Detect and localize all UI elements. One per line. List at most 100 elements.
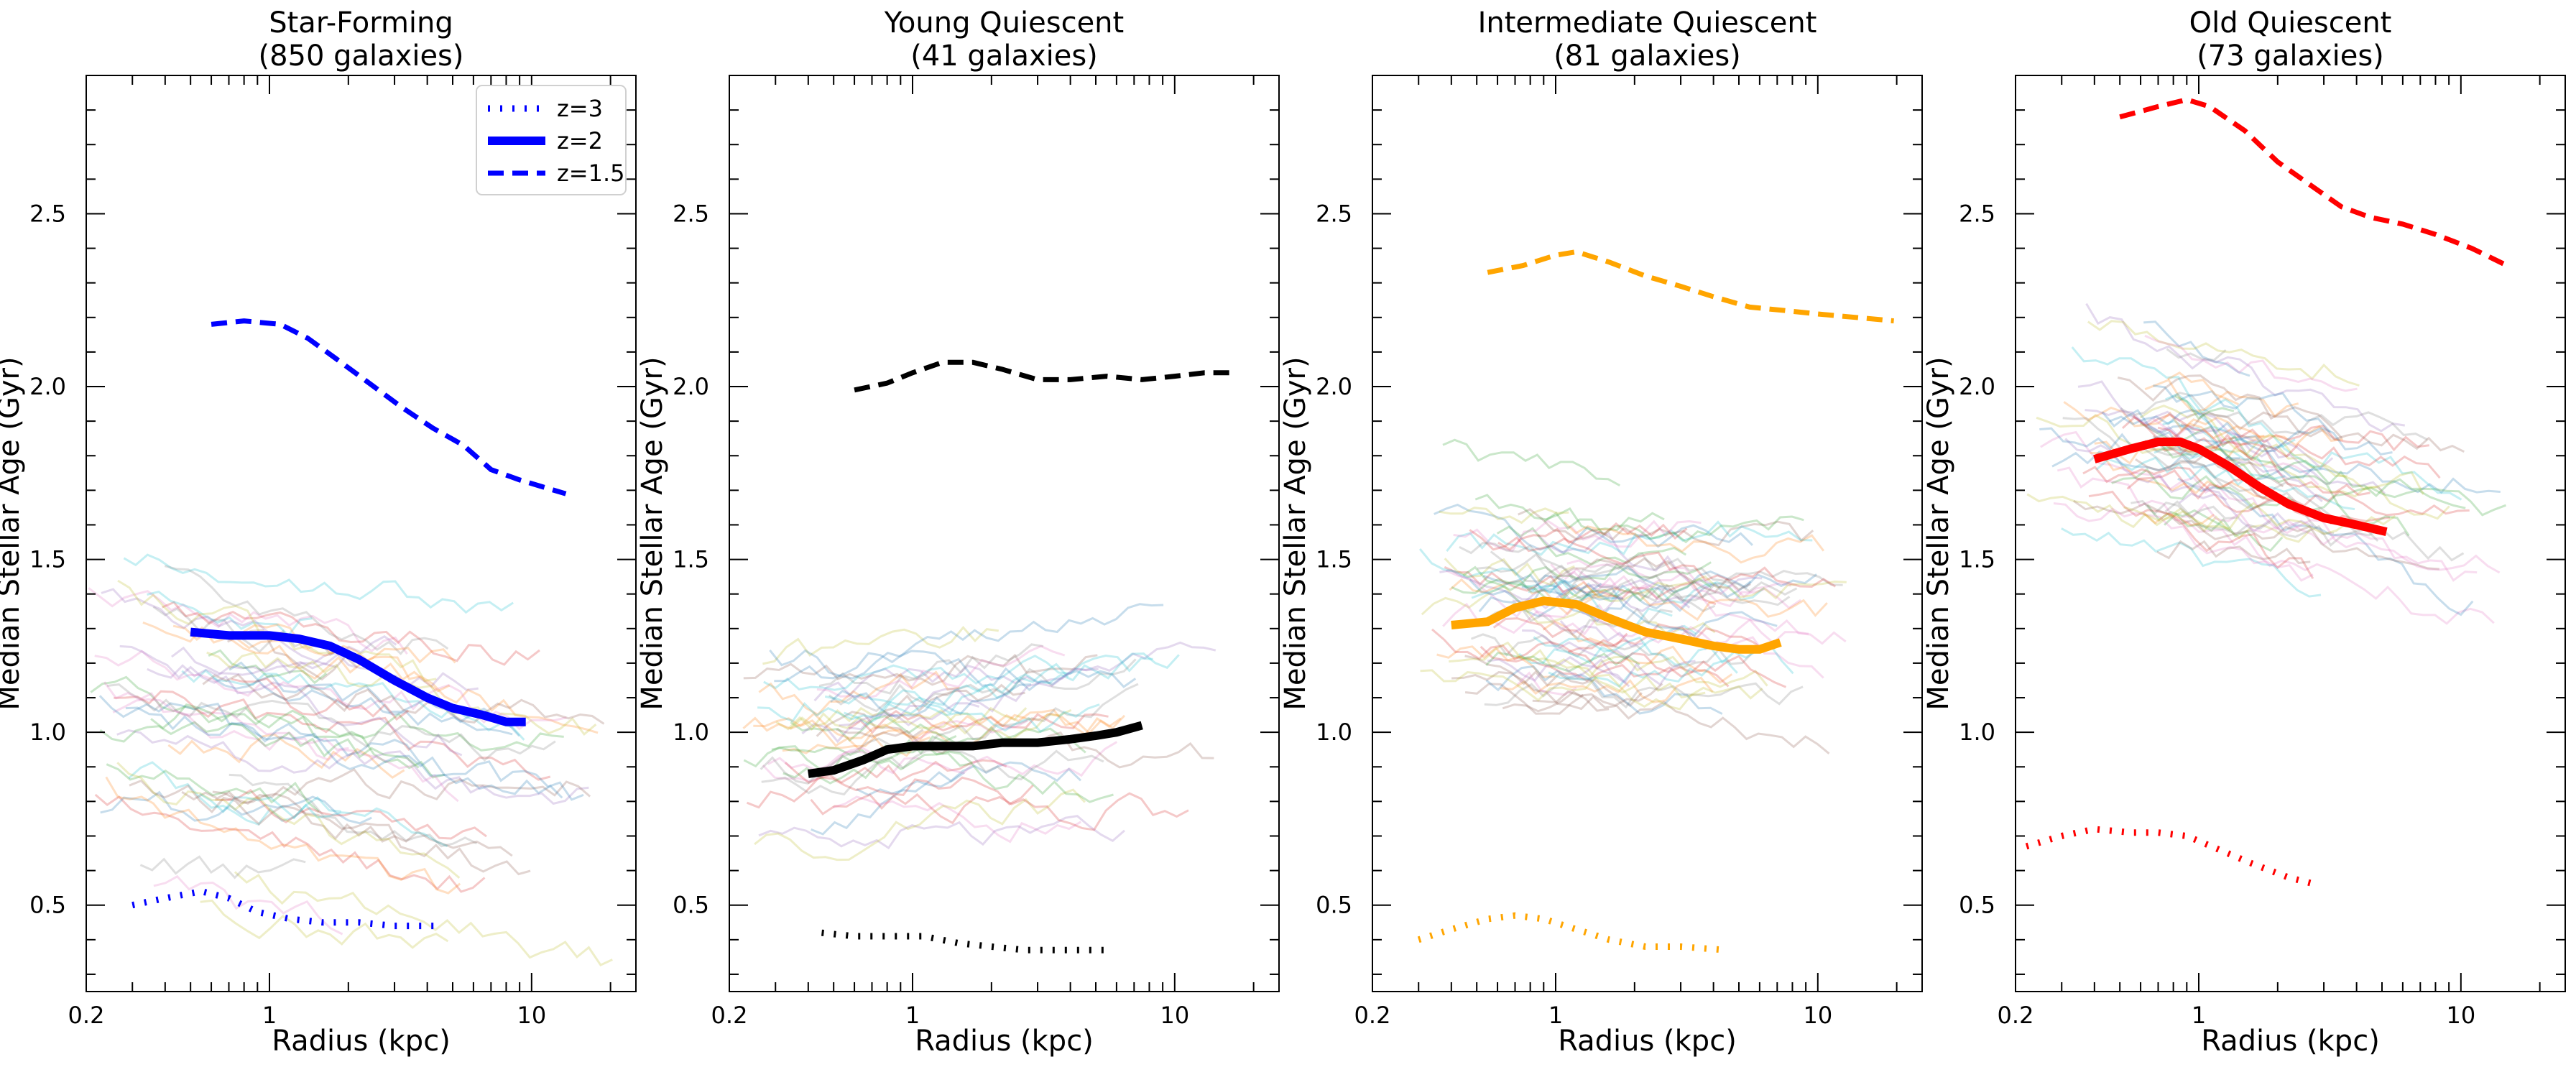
galaxy-profile-line [762,625,1000,665]
galaxy-profile-line [1490,550,1716,613]
panel-intermediate-quiescent: 0.5 1.0 1.5 2.0 2.5 0.2 1 10 Intermediate Quiesc… [1279,6,1923,1058]
galaxy-profile-line [2164,500,2379,547]
galaxy-profile-line [1431,628,1787,688]
galaxy-profile-line [112,698,349,751]
galaxy-profile-line [771,744,973,775]
axes-frame [729,75,1280,992]
x-tick-label: 10 [2446,1002,2475,1029]
galaxy-profile-line [811,771,966,836]
y-tick-label: 2.0 [1316,373,1352,400]
galaxy-profile-line [2090,451,2291,508]
galaxy-profile-line [2181,411,2465,453]
y-tick-label: 2.5 [1316,200,1352,227]
x-axis-label: Radius (kpc) [1558,1025,1737,1058]
galaxy-profile-line [2144,439,2465,562]
y-tick-label: 1.0 [29,719,66,746]
galaxy-profile-line [2144,334,2358,392]
galaxy-profile-line [2177,477,2474,616]
panel-subtitle: (850 galaxies) [258,40,463,73]
galaxy-profile-line [2087,320,2360,387]
galaxy-profile-line [1444,565,1717,606]
series-z-2-line [190,627,526,726]
galaxy-profile-line [167,733,405,779]
x-tick-label: 1 [905,1002,920,1029]
galaxy-profile-line [212,674,520,737]
galaxy-profile-line [2053,502,2314,582]
galaxy-profile-line [1421,575,1847,616]
galaxy-profile-line [818,643,1044,695]
galaxy-profile-line [123,553,514,614]
galaxy-profile-line [2085,302,2406,433]
galaxy-profile-line [2179,492,2228,504]
x-tick-label: 10 [1160,1002,1189,1029]
galaxy-profile-line [199,793,448,848]
galaxy-profile-line [1571,578,1798,603]
panel-title: Star-Forming [269,6,453,40]
series-z-1-5-line [1487,249,1894,324]
galaxy-profile-line [1464,655,1643,707]
series-z-3-line [2025,826,2317,888]
galaxy-profile-line [816,645,1066,700]
galaxy-profile-line [1446,520,1813,556]
galaxy-profile-line [746,759,1007,809]
galaxy-profile-line [147,660,336,679]
panel-title: Intermediate Quiescent [1478,6,1817,40]
galaxy-profile-line [2108,408,2393,456]
galaxy-profile-line [1564,568,1801,610]
galaxy-profile-line [1565,658,1696,686]
series-z-1-5-line [2119,97,2508,268]
galaxy-profile-line [1528,579,1765,604]
galaxy-profile-line [1451,578,1712,605]
galaxy-profile-line [153,874,343,936]
x-tick-label: 0.2 [1998,1002,2034,1029]
galaxy-profile-line [1549,557,1751,593]
galaxy-profile-line [125,706,563,799]
galaxy-profile-line [830,683,1032,718]
y-tick-label: 0.5 [1959,892,1995,919]
y-tick-label: 2.0 [673,373,709,400]
galaxy-profile-line [1444,558,1575,586]
galaxy-profile-line [129,779,531,876]
galaxy-profile-line [1559,581,1597,599]
galaxy-profile-line [1469,529,1837,588]
galaxy-profile-line [231,677,410,721]
galaxy-profile-line [753,717,931,757]
individual-profiles [2026,302,2507,625]
galaxy-profile-line [2166,348,2227,361]
galaxy-profile-line [172,624,599,734]
galaxy-profile-line [114,690,551,781]
galaxy-profile-line [170,646,479,691]
galaxy-profile-line [1532,683,1663,707]
galaxy-profile-line [758,815,1125,850]
galaxy-profile-line [98,695,584,801]
galaxy-profile-line [2117,374,2343,439]
x-tick-label: 10 [1803,1002,1832,1029]
galaxy-profile-line [2064,438,2314,533]
galaxy-profile-line [1439,507,1569,525]
galaxy-profile-line [844,662,1069,726]
panel-young-quiescent: 0.5 1.0 1.5 2.0 2.5 0.2 1 10 Young Quiescent(41 … [636,6,1280,1058]
galaxy-profile-line [2101,409,2316,479]
galaxy-profile-line [2126,469,2470,517]
individual-profiles [88,553,613,966]
series-z-3-line [1417,912,1727,953]
panel-subtitle: (73 galaxies) [2197,40,2384,73]
galaxy-profile-line [101,588,397,665]
galaxy-profile-line [790,714,1086,754]
y-tick-label: 2.5 [29,200,66,227]
galaxy-profile-line [119,645,463,757]
galaxy-profile-line [181,790,513,857]
galaxy-profile-line [1518,508,1814,547]
galaxy-profile-line [181,669,525,741]
galaxy-profile-line [743,653,1098,686]
y-axis-label: Median Stellar Age (Gyr) [1922,356,1955,710]
galaxy-profile-line [1451,670,1830,754]
galaxy-profile-line [1496,525,1687,566]
galaxy-profile-line [2121,413,2429,452]
galaxy-profile-line [2061,527,2322,598]
series-z-3-line [131,887,441,930]
series-z-1-5-line [854,359,1232,393]
y-tick-label: 0.5 [673,892,709,919]
galaxy-profile-line [1548,659,1738,688]
galaxy-profile-line [1470,633,1755,669]
